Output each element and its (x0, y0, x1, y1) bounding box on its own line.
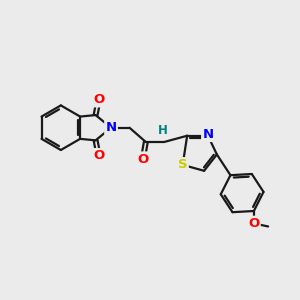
Text: O: O (248, 217, 260, 230)
Text: O: O (137, 153, 148, 166)
Text: N: N (202, 128, 214, 141)
Text: O: O (93, 149, 104, 162)
Text: H: H (158, 124, 168, 137)
Text: S: S (178, 158, 188, 171)
Text: O: O (93, 93, 104, 106)
Text: N: N (106, 121, 117, 134)
